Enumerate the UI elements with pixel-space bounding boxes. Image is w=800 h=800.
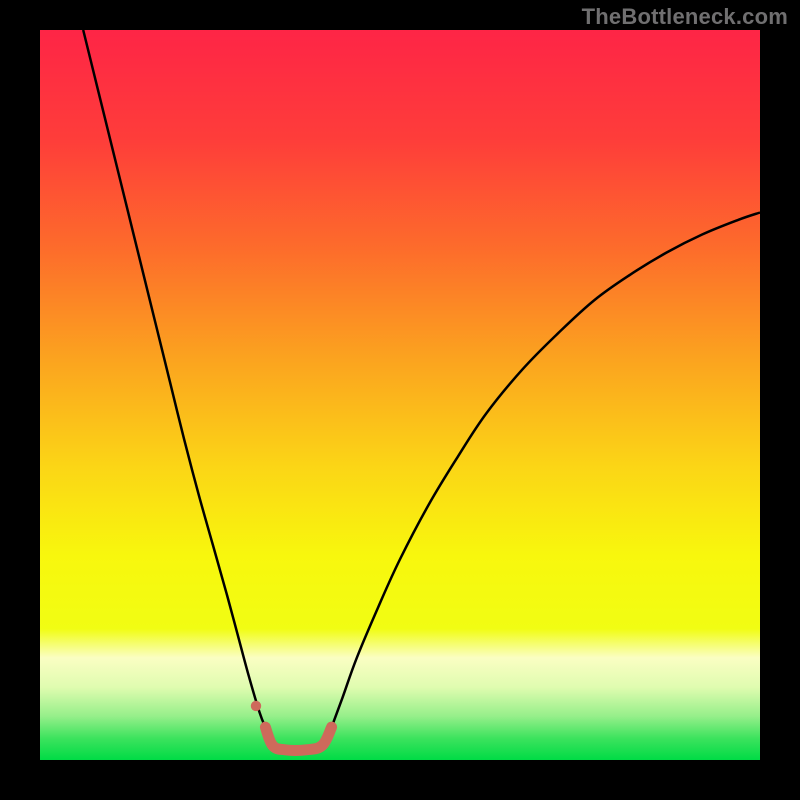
gradient-background (40, 30, 760, 760)
bottleneck-chart-svg (0, 0, 800, 800)
chart-stage: TheBottleneck.com (0, 0, 800, 800)
marker-trough_left_dot (251, 701, 261, 711)
